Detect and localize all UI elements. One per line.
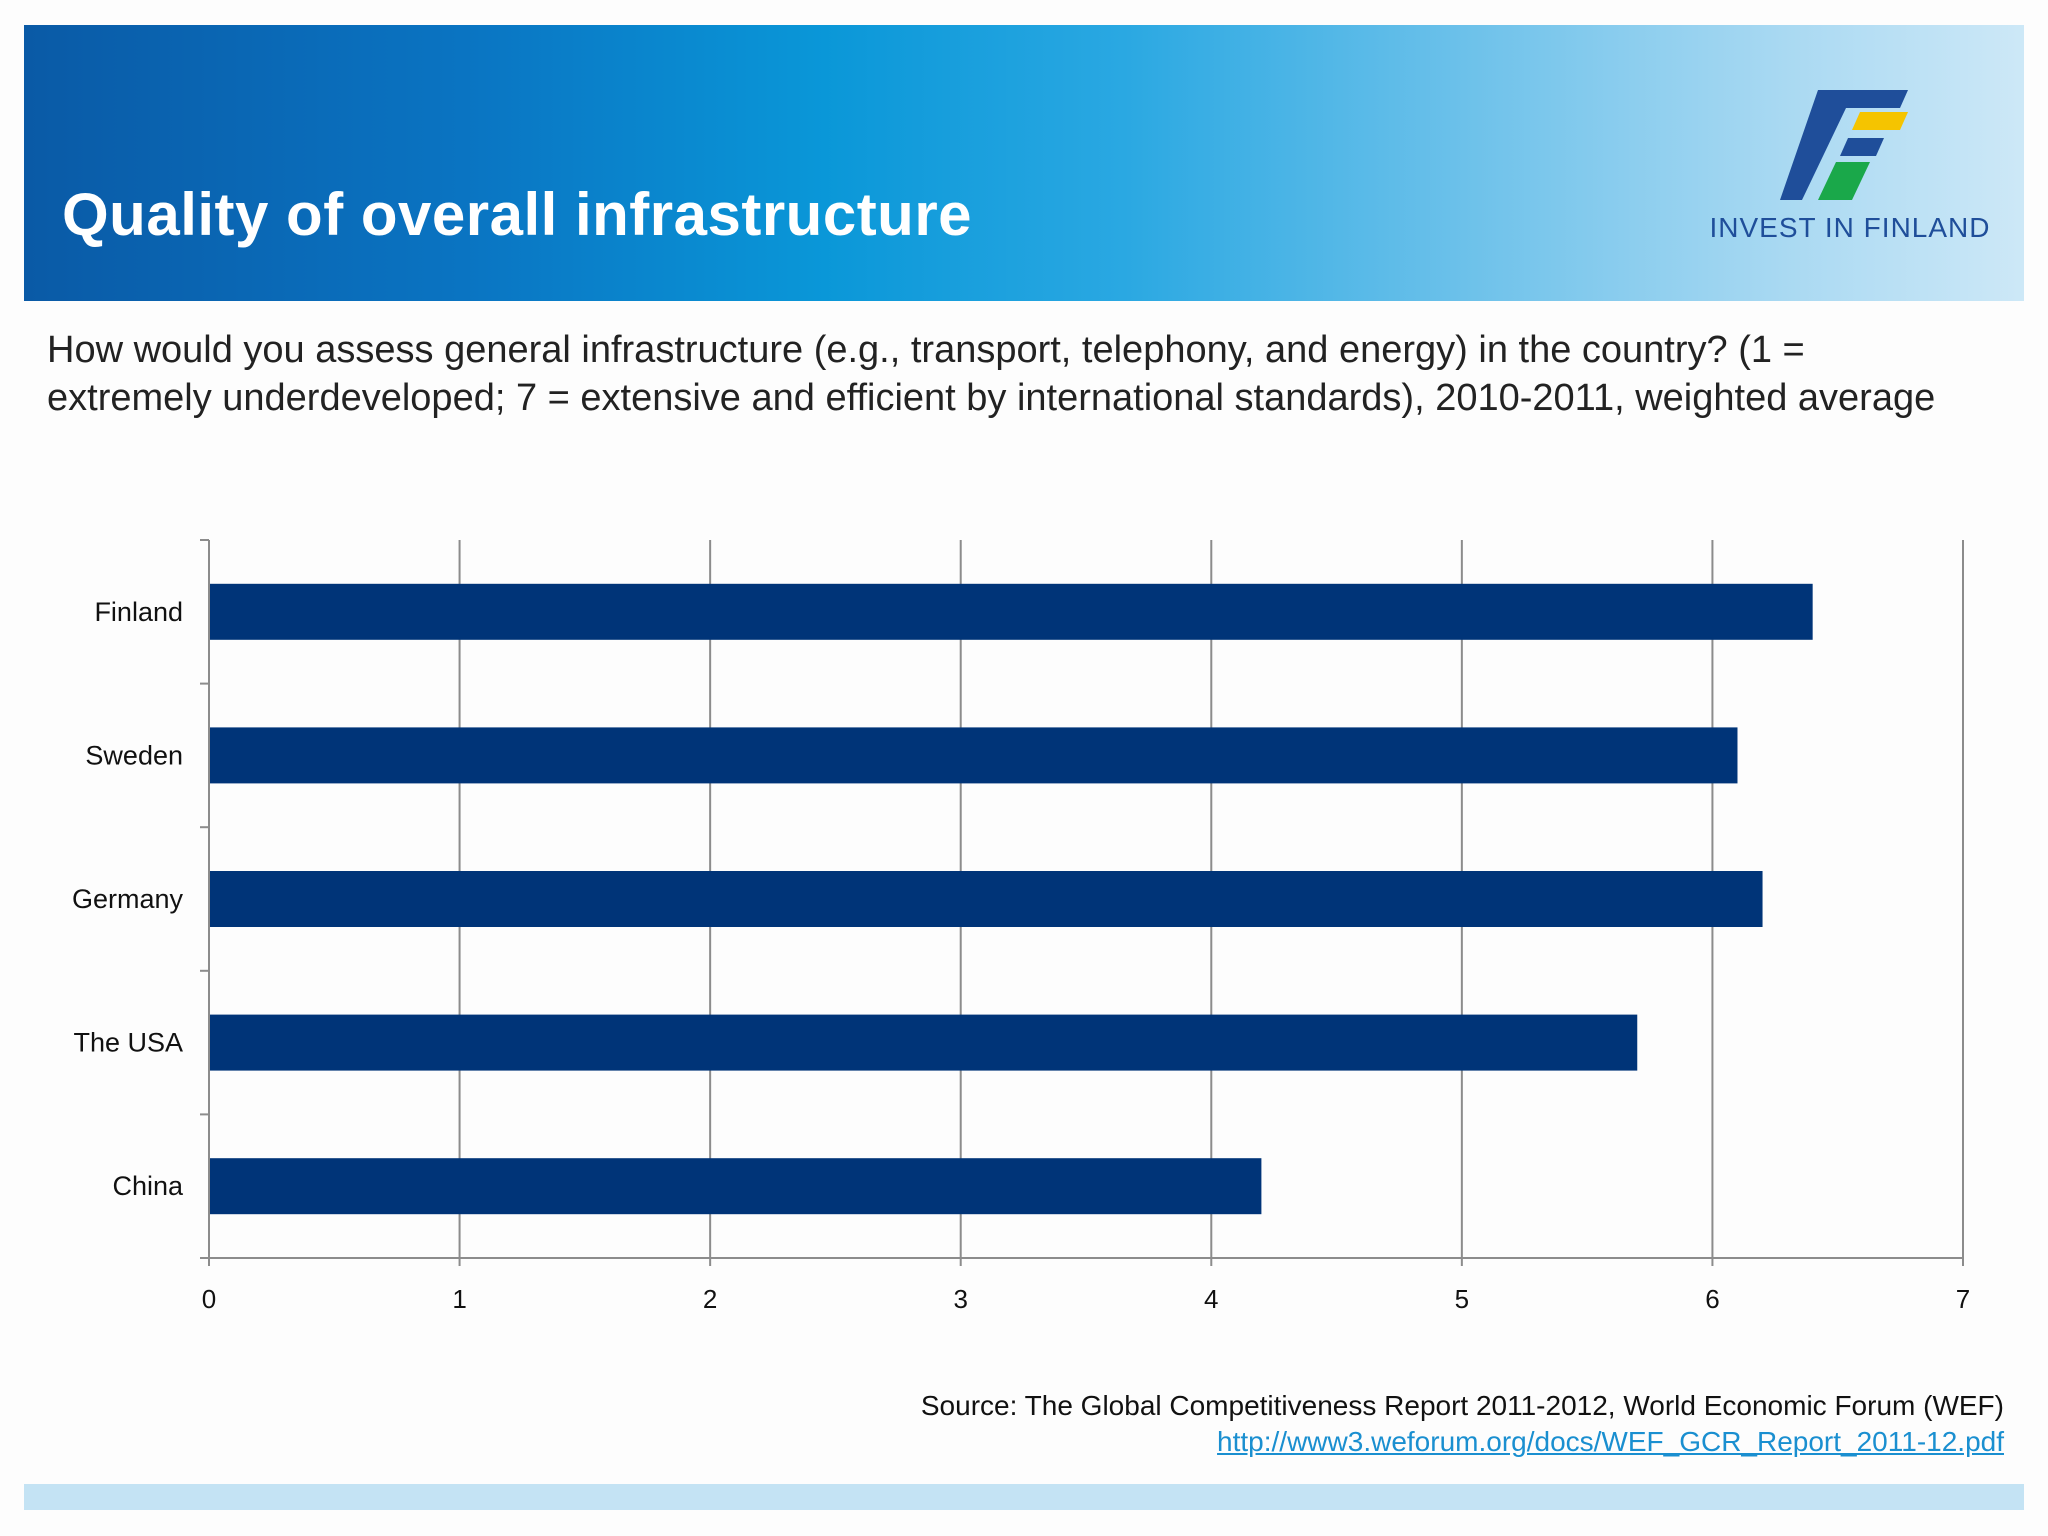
bar-germany <box>210 871 1763 927</box>
category-label: Sweden <box>85 740 183 770</box>
x-tick-label: 1 <box>452 1284 466 1314</box>
source-link[interactable]: http://www3.weforum.org/docs/WEF_GCR_Rep… <box>1217 1426 2004 1457</box>
x-tick-label: 5 <box>1455 1284 1469 1314</box>
footer-bar <box>24 1484 2024 1510</box>
bar-layer <box>210 583 1813 1215</box>
x-tick-label: 0 <box>202 1284 216 1314</box>
header-banner <box>24 25 2024 301</box>
x-tick-label: 7 <box>1956 1284 1970 1314</box>
page-title: Quality of overall infrastructure <box>62 181 973 248</box>
category-label: The USA <box>73 1028 183 1058</box>
label-layer: 0 1 2 3 4 5 6 7 Finland Sweden Germany The USA China <box>72 597 1970 1314</box>
category-label: Finland <box>94 597 183 627</box>
category-label: Germany <box>72 884 184 914</box>
bar-chart: 0 1 2 3 4 5 6 7 Finland Sweden Germany The USA China <box>72 539 1970 1314</box>
bar-the-usa <box>210 1014 1638 1071</box>
bar-finland <box>210 583 1813 640</box>
source-note: Source: The Global Competitiveness Repor… <box>921 1388 2004 1460</box>
finland-flag-logo-icon <box>1780 90 1908 200</box>
category-label: China <box>112 1171 184 1201</box>
survey-question: How would you assess general infrastruct… <box>47 329 1936 419</box>
bar-sweden <box>210 727 1738 784</box>
x-tick-label: 3 <box>953 1284 967 1314</box>
x-tick-label: 2 <box>703 1284 717 1314</box>
logo-text: INVEST IN FINLAND <box>1709 212 1991 243</box>
x-tick-label: 6 <box>1705 1284 1719 1314</box>
x-tick-label: 4 <box>1204 1284 1218 1314</box>
invest-in-finland-logo: INVEST IN FINLAND <box>1700 90 2000 250</box>
bar-china <box>210 1158 1262 1215</box>
source-text: Source: The Global Competitiveness Repor… <box>920 1390 2004 1421</box>
axis-layer <box>200 539 1964 1266</box>
